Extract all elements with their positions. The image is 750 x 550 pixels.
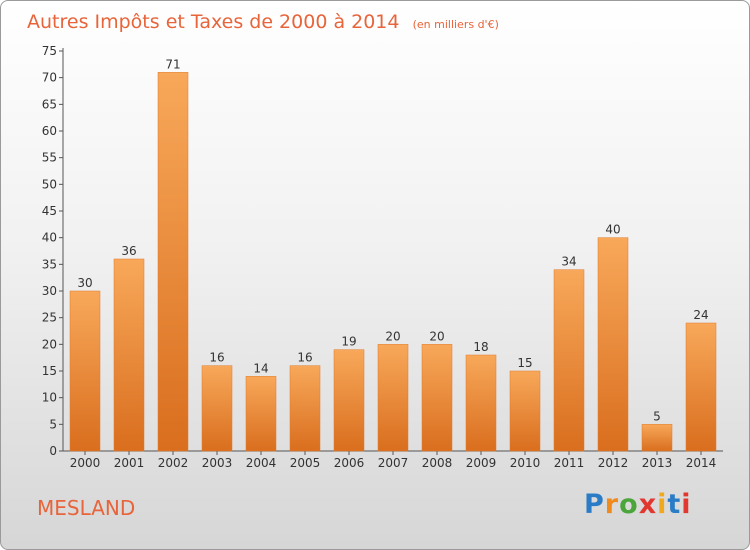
- logo-letter: P: [584, 489, 605, 520]
- bar-value-label: 16: [297, 351, 312, 365]
- x-tick-label: 2008: [422, 456, 453, 470]
- x-tick-label: 2006: [334, 456, 365, 470]
- y-tick-label: 5: [49, 417, 57, 431]
- bar-value-label: 5: [653, 409, 661, 423]
- bar-value-label: 36: [121, 244, 136, 258]
- y-tick-label: 0: [49, 444, 57, 458]
- bar-value-label: 15: [517, 356, 532, 370]
- place-label: MESLAND: [37, 496, 135, 520]
- y-tick-label: 10: [42, 391, 57, 405]
- y-tick-label: 50: [42, 177, 57, 191]
- x-tick-label: 2011: [554, 456, 585, 470]
- y-tick-label: 75: [42, 44, 57, 58]
- bar-value-label: 14: [253, 361, 268, 375]
- axes: 0 5 10 15 20 25 30 35 40 45 50 55 60 65 70 75 2000 2001 20…: [42, 44, 723, 470]
- x-tick-label: 2012: [598, 456, 629, 470]
- bar-value-label: 34: [561, 255, 576, 269]
- y-tick-label: 20: [42, 337, 57, 351]
- bar: [509, 370, 541, 452]
- y-tick-label: 70: [42, 71, 57, 85]
- bar-value-label: 24: [693, 308, 708, 322]
- x-tick-label: 2009: [466, 456, 497, 470]
- x-tick-label: 2002: [158, 456, 189, 470]
- bar: [333, 349, 365, 452]
- bars: [69, 72, 717, 452]
- y-tick-label: 30: [42, 284, 57, 298]
- x-tick-label: 2004: [246, 456, 277, 470]
- logo-letter: i: [681, 489, 692, 520]
- bar: [157, 72, 189, 452]
- chart-title: Autres Impôts et Taxes de 2000 à 2014 (e…: [27, 11, 499, 33]
- bar: [553, 269, 585, 452]
- y-tick-label: 55: [42, 151, 57, 165]
- x-tick-label: 2003: [202, 456, 233, 470]
- proxiti-logo: Proxiti: [584, 489, 692, 520]
- bar: [597, 237, 629, 452]
- bar: [465, 354, 497, 452]
- bar-value-label: 40: [605, 223, 620, 237]
- y-tick-label: 40: [42, 231, 57, 245]
- bar: [245, 376, 277, 452]
- x-tick-label: 2013: [642, 456, 673, 470]
- bar: [113, 258, 145, 452]
- bar-value-label: 20: [385, 329, 400, 343]
- bar-value-label: 30: [77, 276, 92, 290]
- logo-letter: i: [657, 489, 668, 520]
- y-tick-label: 60: [42, 124, 57, 138]
- y-tick-label: 65: [42, 97, 57, 111]
- bar: [641, 424, 673, 452]
- bar: [69, 290, 101, 452]
- x-tick-label: 2000: [70, 456, 101, 470]
- x-tick-label: 2014: [686, 456, 717, 470]
- bar-value-label: 19: [341, 335, 356, 349]
- bar-value-label: 20: [429, 329, 444, 343]
- bar: [289, 365, 321, 452]
- chart-title-main: Autres Impôts et Taxes de 2000 à 2014: [27, 11, 400, 33]
- y-tick-label: 25: [42, 311, 57, 325]
- x-tick-label: 2007: [378, 456, 409, 470]
- logo-letter: o: [619, 489, 639, 520]
- bar: [421, 344, 453, 452]
- bar-value-label: 18: [473, 340, 488, 354]
- bar: [685, 322, 717, 452]
- logo-letter: r: [604, 489, 620, 520]
- bar-value-label: 71: [165, 57, 180, 71]
- logo-letter: x: [638, 489, 658, 520]
- bar: [201, 365, 233, 452]
- logo-letter: t: [667, 489, 682, 520]
- bar-value-label: 16: [209, 351, 224, 365]
- x-tick-label: 2010: [510, 456, 541, 470]
- bar: [377, 344, 409, 452]
- y-tick-label: 15: [42, 364, 57, 378]
- value-labels: 30 36 71 16 14 16 19 20 20 18 15 34 40 5 24: [77, 57, 708, 423]
- y-tick-label: 35: [42, 257, 57, 271]
- chart-title-unit: (en milliers d'€): [413, 18, 499, 31]
- y-tick-label: 45: [42, 204, 57, 218]
- x-tick-label: 2005: [290, 456, 321, 470]
- x-tick-label: 2001: [114, 456, 145, 470]
